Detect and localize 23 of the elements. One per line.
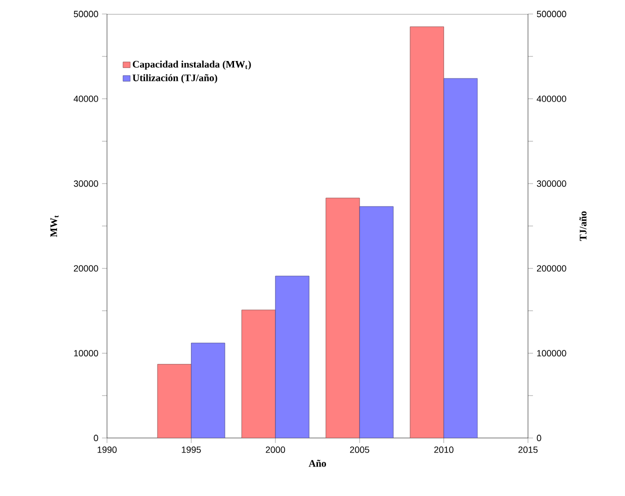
y-tick-label: 40000 [74, 96, 98, 102]
x-tick-label: 1990 [98, 446, 117, 453]
y2-tick-label: 0 [536, 434, 542, 442]
y-tick-label: 50000 [74, 10, 98, 18]
x-tick-label: 2010 [434, 446, 454, 453]
y2-axis-title: TJ/año [579, 211, 586, 241]
x-tick-label: 2000 [266, 446, 286, 453]
legend-label: Capacidad instalada (MW$_{t}$) [132, 60, 251, 70]
x-tick-label: 2015 [518, 446, 538, 453]
y-tick-label: 20000 [74, 265, 98, 272]
y-tick-label: 30000 [74, 180, 98, 187]
y2-tick-label: 300000 [536, 180, 566, 187]
y-tick-label: 10000 [74, 350, 98, 356]
y2-tick-label: 100000 [537, 350, 566, 356]
y-tick-label: 0 [94, 434, 98, 442]
x-tick-label: 1995 [182, 446, 201, 453]
x-axis-title: Año [308, 460, 326, 467]
y-axis-title: MW$_{t}$ [50, 215, 59, 237]
y2-tick-label: 500000 [536, 10, 566, 18]
y2-tick-label: 200000 [536, 265, 566, 272]
legend-label: Utilización (TJ/año) [132, 74, 218, 84]
y2-tick-label: 400000 [536, 96, 566, 102]
x-tick-label: 2005 [350, 446, 370, 453]
